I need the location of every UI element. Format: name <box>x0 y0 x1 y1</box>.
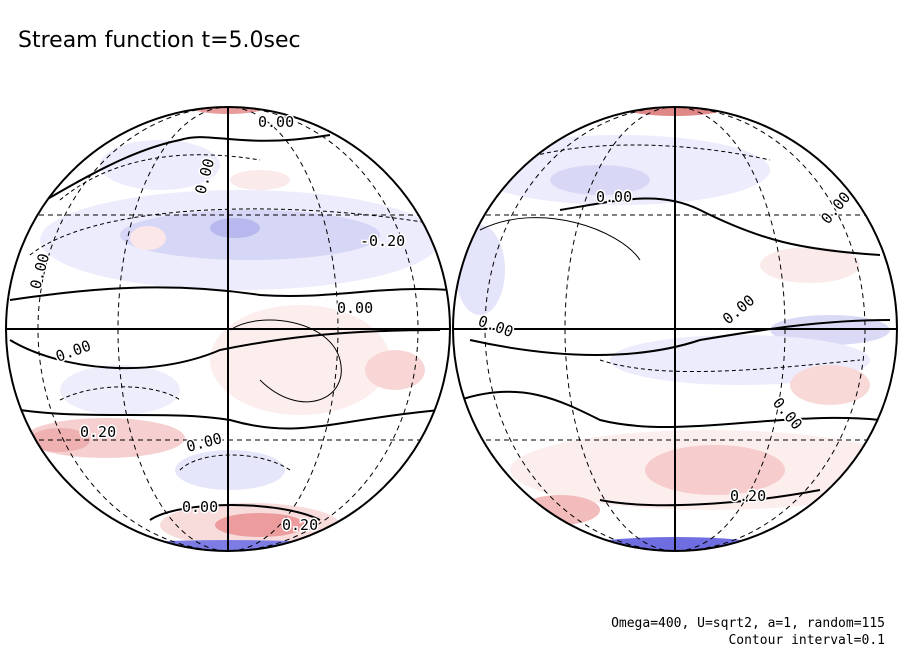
contour-label: 0.00 <box>26 251 53 291</box>
footer-line: Omega=400, U=sqrt2, a=1, random=115 <box>611 616 885 631</box>
contour-label: 0.00 <box>337 299 373 317</box>
contour-label: 0.20 <box>80 423 116 441</box>
contour-label: 0.00 <box>258 113 294 131</box>
contour-label: 0.00 <box>476 312 516 341</box>
right-globe <box>453 107 897 551</box>
contour-label: 0.00 <box>596 188 632 206</box>
contour-label: 0.00 <box>182 498 218 516</box>
footer-line: Contour interval=0.1 <box>728 633 885 648</box>
contour-label: 0.00 <box>769 394 806 433</box>
left-globe <box>6 107 450 551</box>
contour-label: 0.00 <box>53 336 93 365</box>
contour-label: 0.00 <box>719 291 758 328</box>
title: Stream function t=5.0sec <box>18 28 301 53</box>
contour-label: -0.20 <box>360 232 405 250</box>
contour-label: 0.20 <box>730 487 766 505</box>
contour-label: 0.00 <box>817 188 854 227</box>
contour-label: 0.20 <box>282 516 318 534</box>
